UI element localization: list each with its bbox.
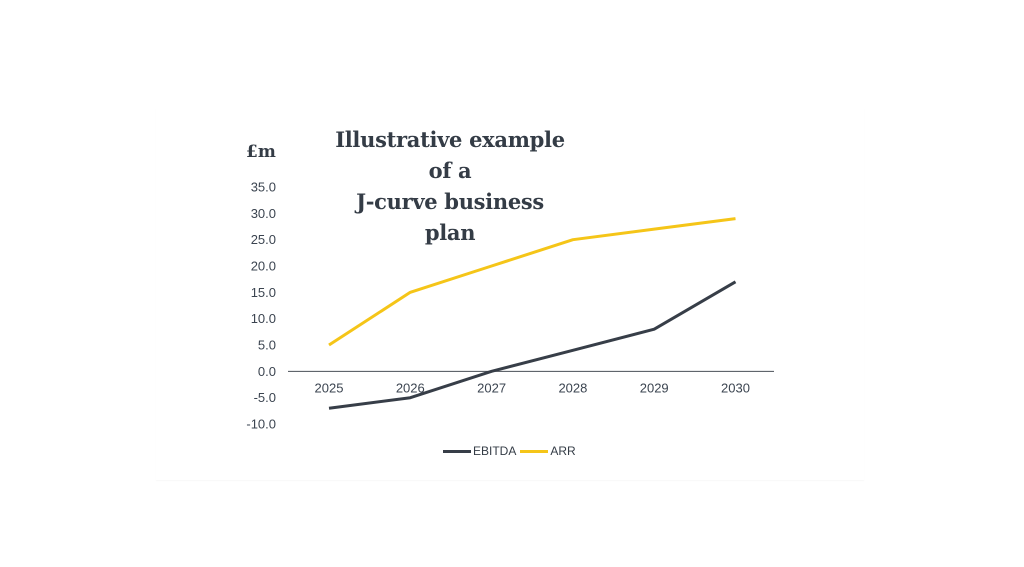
legend-swatch-arr <box>520 449 549 453</box>
x-tick-label: 2030 <box>721 380 750 395</box>
y-tick-label: 10.0 <box>251 311 276 326</box>
y-tick-label: 0.0 <box>258 364 276 379</box>
x-tick-label: 2029 <box>640 380 669 395</box>
y-axis-unit-label: £m <box>246 142 276 162</box>
series-line-arr <box>328 217 736 347</box>
legend-label-ebitda: EBITDA <box>473 444 517 458</box>
x-tick-label: 2026 <box>396 380 425 395</box>
chart-title: Illustrative example of a J-curve busine… <box>330 124 570 248</box>
legend-item-ebitda: EBITDA <box>443 444 516 458</box>
y-tick-label: 35.0 <box>251 180 276 195</box>
series-line-ebitda <box>328 280 737 410</box>
y-tick-label: 25.0 <box>251 232 276 247</box>
y-tick-label: 30.0 <box>251 206 276 221</box>
chart-card <box>156 108 864 480</box>
y-tick-label: 20.0 <box>251 259 276 274</box>
x-tick-label: 2025 <box>315 380 344 395</box>
y-tick-label: 5.0 <box>258 338 276 353</box>
legend-swatch-ebitda <box>443 449 471 453</box>
legend-label-arr: ARR <box>550 444 576 458</box>
x-tick-label: 2027 <box>477 380 506 395</box>
legend-item-arr: ARR <box>520 444 576 458</box>
y-tick-label: -5.0 <box>254 390 276 405</box>
x-tick-label: 2028 <box>558 380 587 395</box>
chart-legend: EBITDA ARR <box>443 444 580 458</box>
chart-title-line-1: Illustrative example of a <box>335 127 565 183</box>
chart-title-line-2: J-curve business plan <box>356 189 544 245</box>
y-tick-label: 15.0 <box>251 285 276 300</box>
y-tick-label: -10.0 <box>246 417 276 432</box>
